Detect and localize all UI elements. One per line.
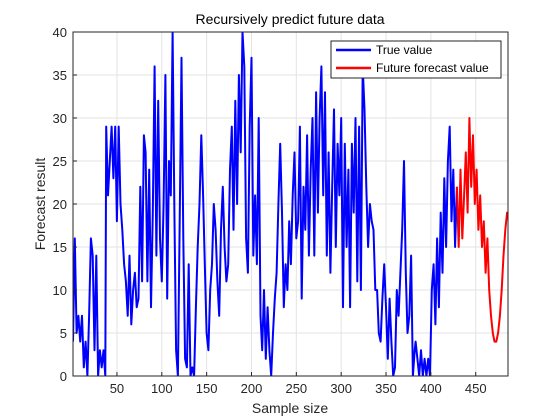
x-tick-label: 150 (196, 381, 218, 396)
y-tick-label: 0 (60, 369, 67, 384)
x-tick-label: 250 (285, 381, 307, 396)
true-value-line (73, 32, 458, 376)
y-tick-label: 20 (53, 197, 67, 212)
x-tick-label: 400 (420, 381, 442, 396)
y-tick-label: 40 (53, 25, 67, 40)
chart-title: Recursively predict future data (195, 11, 384, 27)
series-layer (73, 32, 508, 376)
legend: True value Future forecast value (330, 40, 502, 79)
legend-label-future-forecast: Future forecast value (376, 61, 489, 75)
x-tick-label: 200 (241, 381, 263, 396)
y-tick-label: 15 (53, 240, 67, 255)
x-axis-label: Sample size (252, 400, 328, 416)
y-tick-label: 5 (60, 326, 67, 341)
legend-box (330, 40, 502, 79)
x-tick-label: 300 (330, 381, 352, 396)
y-axis-label: Forecast result (32, 158, 48, 251)
y-tick-label: 10 (53, 283, 67, 298)
x-tick-label: 100 (151, 381, 173, 396)
legend-label-true-value: True value (376, 43, 433, 57)
future-forecast-line (455, 117, 508, 343)
x-tick-label: 50 (110, 381, 124, 396)
y-tick-label: 35 (53, 68, 67, 83)
ticks: 50 100 150 200 250 300 350 400 450 0 5 10 15 20 25 30 35… (53, 25, 487, 396)
y-tick-label: 30 (53, 111, 67, 126)
x-tick-label: 450 (465, 381, 487, 396)
x-tick-label: 350 (375, 381, 397, 396)
y-tick-label: 25 (53, 154, 67, 169)
